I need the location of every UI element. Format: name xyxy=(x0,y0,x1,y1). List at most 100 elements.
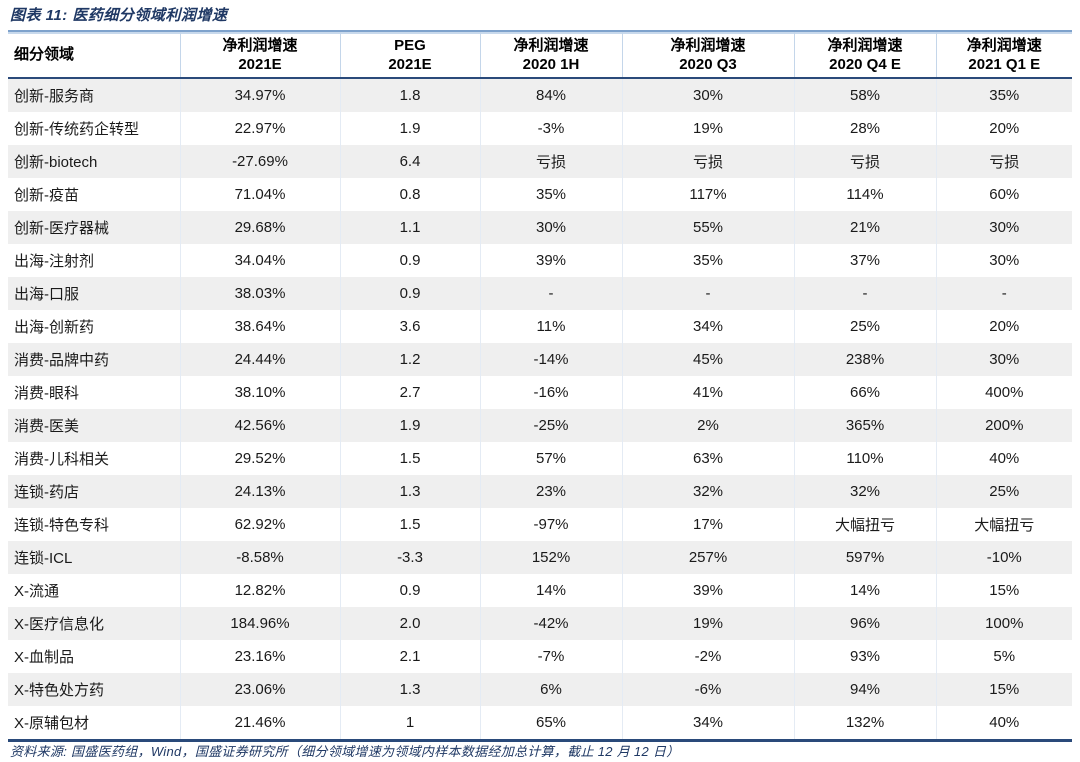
value-cell: - xyxy=(479,277,622,310)
value-cell: 2.7 xyxy=(339,376,480,409)
value-cell: 0.9 xyxy=(339,574,480,607)
value-cell: 20% xyxy=(935,310,1072,343)
value-cell: 2.1 xyxy=(339,640,480,673)
value-cell: 365% xyxy=(793,409,936,442)
table-row: 创新-疫苗 71.04% 0.8 35% 117% 114% 60% xyxy=(8,178,1072,211)
value-cell: 亏损 xyxy=(621,145,794,178)
value-cell: 200% xyxy=(935,409,1072,442)
value-cell: -25% xyxy=(479,409,622,442)
table-row: 连锁-ICL -8.58% -3.3 152% 257% 597% -10% xyxy=(8,541,1072,574)
value-cell: -14% xyxy=(479,343,622,376)
segment-name-cell: X-原辅包材 xyxy=(8,706,180,742)
value-cell: 152% xyxy=(479,541,622,574)
value-cell: 39% xyxy=(479,244,622,277)
value-cell: 38.10% xyxy=(179,376,340,409)
table-row: 连锁-药店 24.13% 1.3 23% 32% 32% 25% xyxy=(8,475,1072,508)
value-cell: 84% xyxy=(479,78,622,112)
value-cell: 32% xyxy=(793,475,936,508)
value-cell: 55% xyxy=(621,211,794,244)
header-line1: PEG xyxy=(394,36,426,54)
value-cell: 40% xyxy=(935,706,1072,742)
value-cell: 15% xyxy=(935,673,1072,706)
value-cell: 亏损 xyxy=(479,145,622,178)
value-cell: 400% xyxy=(935,376,1072,409)
value-cell: -2% xyxy=(621,640,794,673)
value-cell: 117% xyxy=(621,178,794,211)
value-cell: 25% xyxy=(793,310,936,343)
segment-name-cell: 出海-口服 xyxy=(14,286,79,303)
segment-name-cell: 连锁-特色专科 xyxy=(14,517,109,534)
header-line2: 2020 1H xyxy=(522,55,580,73)
header-line2: 2021E xyxy=(238,55,282,73)
value-cell: 71.04% xyxy=(179,178,340,211)
table-row: 创新-医疗器械 29.68% 1.1 30% 55% 21% 30% xyxy=(8,211,1072,244)
value-cell: -27.69% xyxy=(179,145,340,178)
value-cell: 23.06% xyxy=(179,673,340,706)
value-cell: 0.9 xyxy=(339,244,480,277)
value-cell: 17% xyxy=(621,508,794,541)
segment-name-cell: X-特色处方药 xyxy=(14,682,105,699)
value-cell: -7% xyxy=(479,640,622,673)
value-cell: 1.2 xyxy=(339,343,480,376)
value-cell: 大幅扭亏 xyxy=(935,508,1072,541)
value-cell: 30% xyxy=(621,78,794,112)
value-cell: 93% xyxy=(793,640,936,673)
table-row: X-特色处方药 23.06% 1.3 6% -6% 94% 15% xyxy=(8,673,1072,706)
header-line2: 2020 Q4 E xyxy=(829,55,901,73)
value-cell: 20% xyxy=(935,112,1072,145)
segment-name-cell: 消费-品牌中药 xyxy=(14,352,109,369)
value-cell: 41% xyxy=(621,376,794,409)
segment-name-cell: 消费-儿科相关 xyxy=(14,451,109,468)
header-line1: 净利润增速 xyxy=(670,36,746,54)
segment-name-cell: X-流通 xyxy=(14,583,60,600)
value-cell: 63% xyxy=(621,442,794,475)
table-row: 出海-注射剂 34.04% 0.9 39% 35% 37% 30% xyxy=(8,244,1072,277)
table-row: 创新-服务商 34.97% 1.8 84% 30% 58% 35% xyxy=(8,78,1072,112)
value-cell: 亏损 xyxy=(793,145,936,178)
table-row: 消费-品牌中药 24.44% 1.2 -14% 45% 238% 30% xyxy=(8,343,1072,376)
segment-name-cell: 创新-疫苗 xyxy=(14,187,79,204)
value-cell: 19% xyxy=(621,607,794,640)
value-cell: -3.3 xyxy=(339,541,480,574)
segment-growth-table: 细分领域 净利润增速 2021E PEG 2021E 净利润增速 2020 1H… xyxy=(8,30,1072,742)
value-cell: 58% xyxy=(793,78,936,112)
value-cell: 66% xyxy=(793,376,936,409)
header-cell-2020-q4e: 净利润增速 2020 Q4 E xyxy=(793,30,936,79)
value-cell: 24.44% xyxy=(179,343,340,376)
value-cell: -42% xyxy=(479,607,622,640)
value-cell: 34% xyxy=(621,310,794,343)
segment-name-cell: 出海-创新药 xyxy=(14,319,94,336)
value-cell: 大幅扭亏 xyxy=(793,508,936,541)
value-cell: 3.6 xyxy=(339,310,480,343)
value-cell: 96% xyxy=(793,607,936,640)
header-cell-2021e-growth: 净利润增速 2021E xyxy=(179,30,340,79)
segment-name-cell: 创新-biotech xyxy=(14,154,98,171)
value-cell: 114% xyxy=(793,178,936,211)
segment-name-cell: 创新-服务商 xyxy=(14,88,94,105)
value-cell: 34.04% xyxy=(179,244,340,277)
segment-name-cell: 连锁-药店 xyxy=(14,484,79,501)
table-row: 消费-儿科相关 29.52% 1.5 57% 63% 110% 40% xyxy=(8,442,1072,475)
header-line1: 细分领域 xyxy=(14,46,75,63)
value-cell: 14% xyxy=(793,574,936,607)
value-cell: 257% xyxy=(621,541,794,574)
value-cell: 35% xyxy=(935,78,1072,112)
value-cell: 35% xyxy=(479,178,622,211)
value-cell: 6% xyxy=(479,673,622,706)
value-cell: 亏损 xyxy=(935,145,1072,178)
segment-name-cell: 消费-眼科 xyxy=(14,385,79,402)
table-row: 出海-口服 38.03% 0.9- - - - xyxy=(8,277,1072,310)
value-cell: 34.97% xyxy=(179,78,340,112)
value-cell: 29.52% xyxy=(179,442,340,475)
value-cell: 1.3 xyxy=(339,673,480,706)
segment-name-cell: 连锁-ICL xyxy=(14,550,73,567)
segment-name-cell: 出海-注射剂 xyxy=(14,253,94,270)
value-cell: 65% xyxy=(479,706,622,742)
value-cell: 25% xyxy=(935,475,1072,508)
value-cell: 39% xyxy=(621,574,794,607)
value-cell: -6% xyxy=(621,673,794,706)
table-row: 出海-创新药 38.64% 3.6 11% 34% 25% 20% xyxy=(8,310,1072,343)
header-line2: 2021E xyxy=(388,55,432,73)
value-cell: 1.9 xyxy=(339,112,480,145)
